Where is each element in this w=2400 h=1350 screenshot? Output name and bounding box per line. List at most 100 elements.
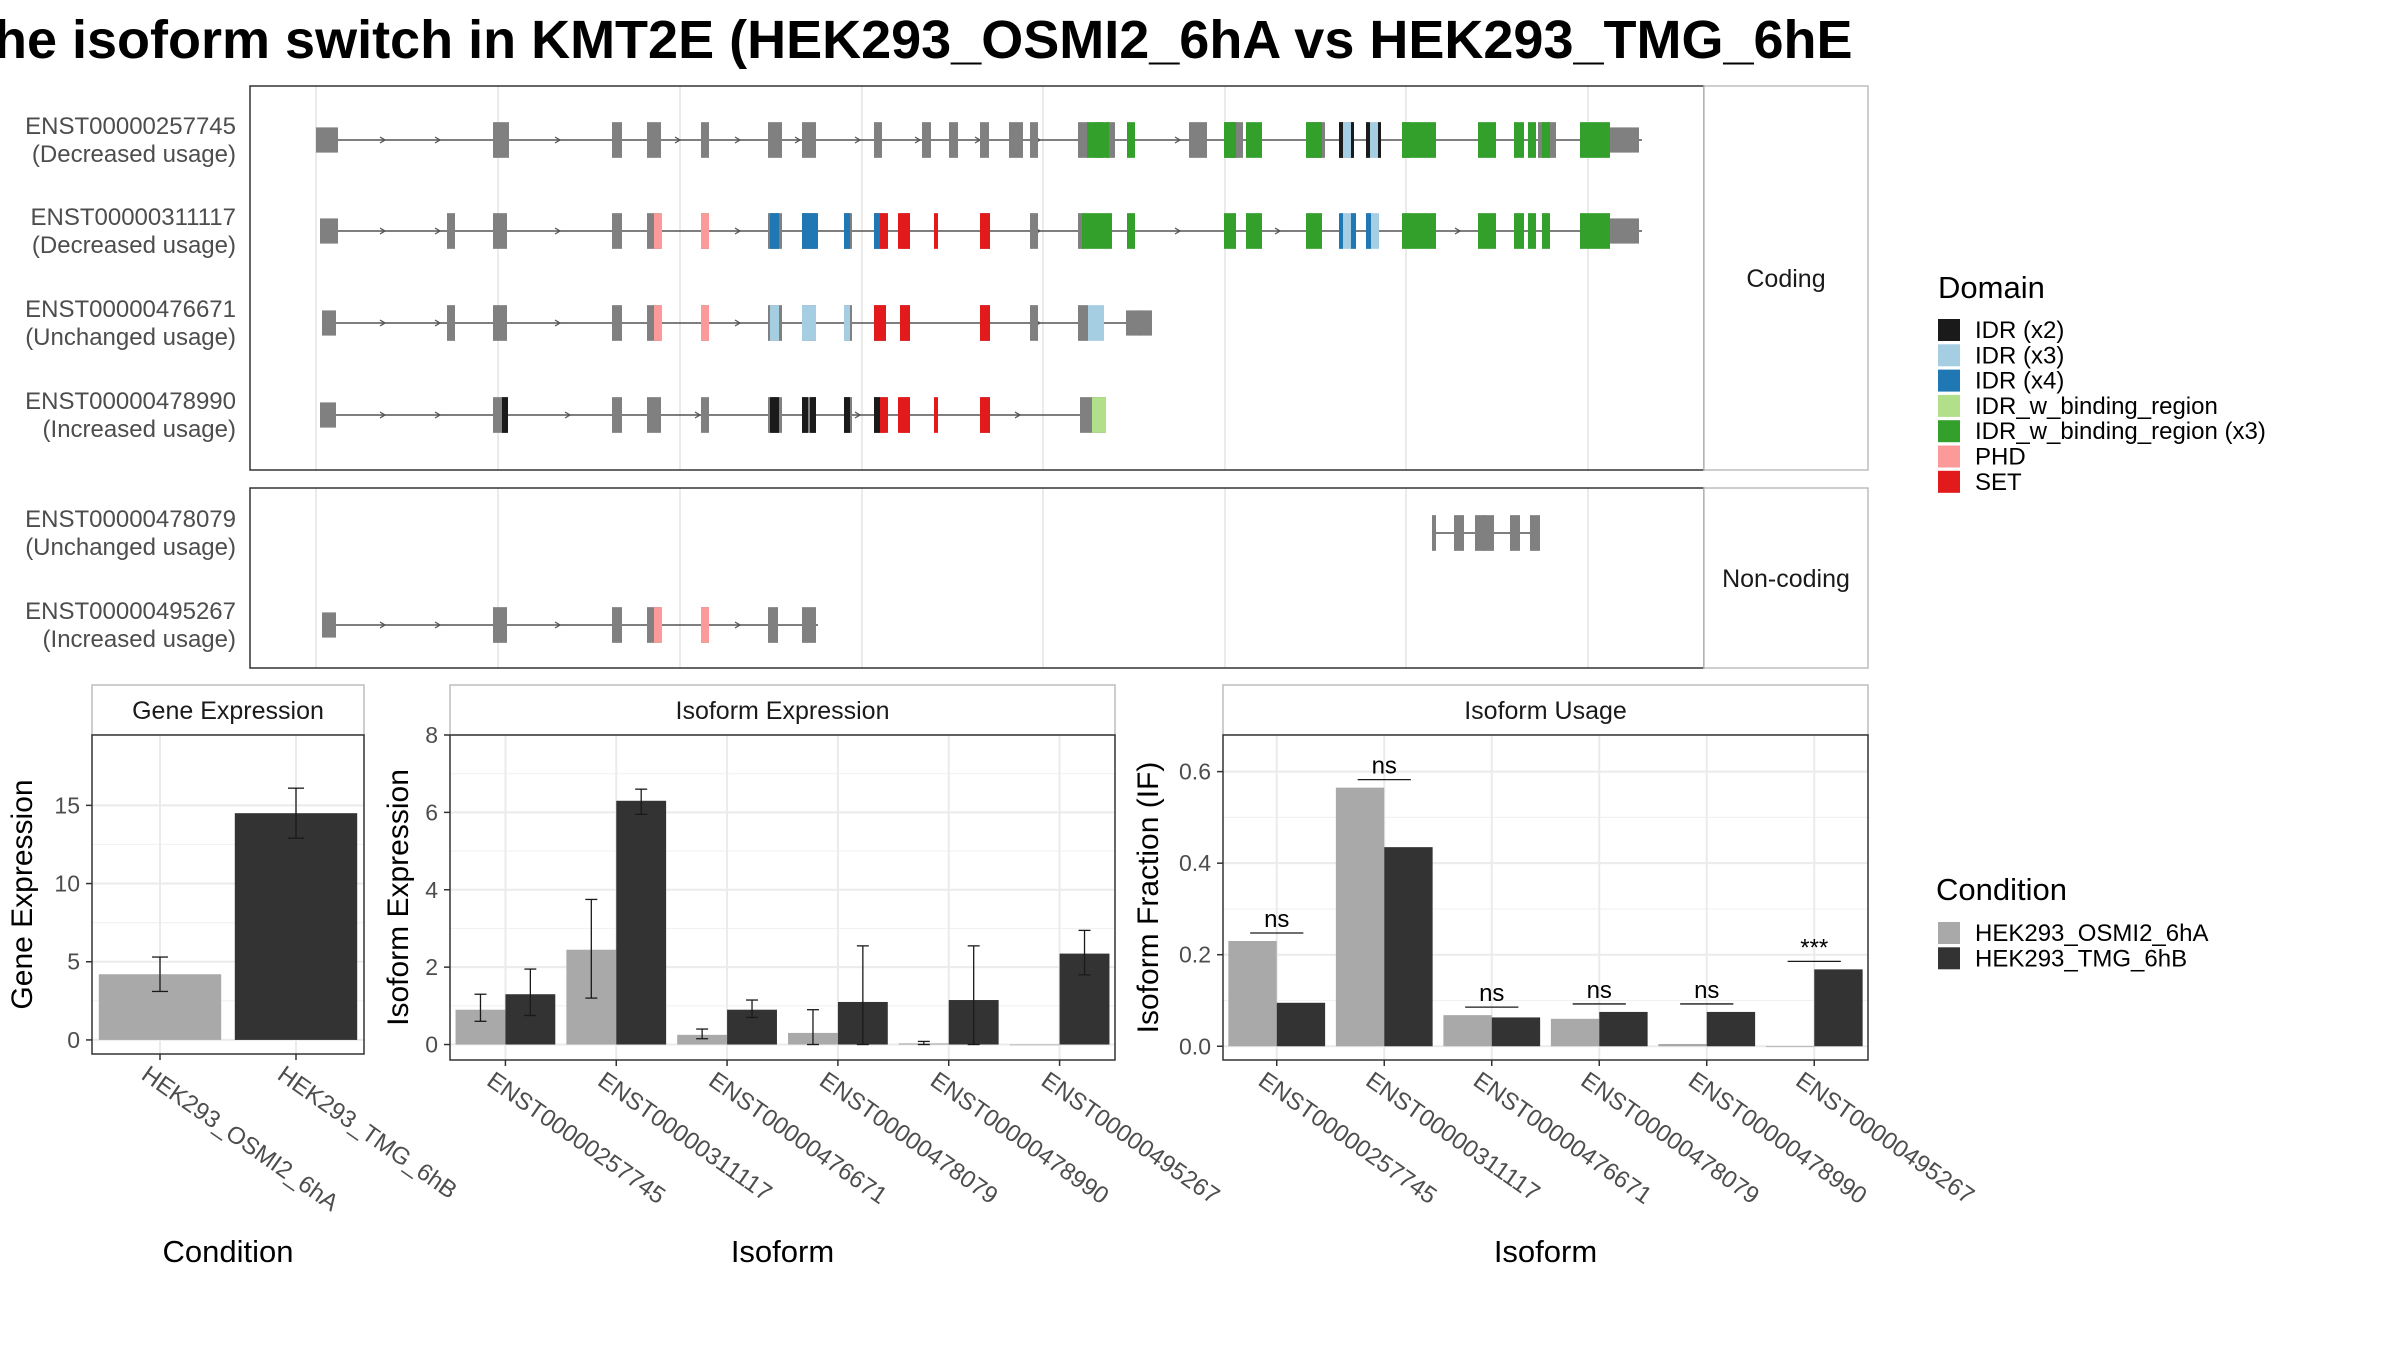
chart-panel-border	[91, 734, 365, 1055]
y-tick-label: 8	[425, 722, 438, 748]
domain-legend-key	[1938, 445, 1960, 468]
y-tick-label: 10	[54, 871, 80, 897]
condition-legend-label: HEK293_OSMI2_6hA	[1975, 920, 2208, 947]
domain-segment	[844, 213, 850, 249]
bar	[1550, 1018, 1600, 1047]
x-tick-label: ENST00000495267	[1036, 1067, 1224, 1210]
exon	[1454, 515, 1464, 551]
domain-segment	[1246, 122, 1262, 158]
strand-arrow	[854, 136, 862, 144]
transcript-id-label: ENST00000495267	[25, 598, 236, 625]
y-tick-label: 0.4	[1179, 850, 1211, 876]
domain-segment	[1580, 122, 1610, 158]
domain-legend-key	[1938, 470, 1960, 493]
domain-segment	[1408, 213, 1426, 249]
strand-arrow	[734, 621, 742, 629]
bar	[1276, 1002, 1326, 1047]
exon	[447, 213, 455, 249]
domain-segment	[980, 397, 990, 433]
domain-segment	[701, 607, 709, 643]
domain-segment	[1306, 122, 1322, 158]
exon	[1078, 305, 1088, 341]
condition-legend-key	[1938, 947, 1960, 970]
chart-title: Gene Expression	[132, 697, 324, 725]
x-tick-label: ENST00000478990	[1683, 1067, 1871, 1210]
exon	[447, 305, 455, 341]
y-tick-label: 0.0	[1179, 1033, 1211, 1059]
strand-arrow	[734, 319, 742, 327]
condition-legend-title: Condition	[1936, 872, 2067, 907]
transcript-usage-label: (Decreased usage)	[32, 141, 236, 168]
exon	[1080, 397, 1092, 433]
transcript-usage-label: (Unchanged usage)	[25, 324, 236, 351]
x-tick-label: ENST00000495267	[1791, 1067, 1979, 1210]
x-tick-label: ENST00000476671	[704, 1067, 892, 1210]
bar	[1599, 1011, 1648, 1047]
domain-legend-label: IDR_w_binding_region	[1975, 393, 2218, 420]
domain-legend-label: PHD	[1975, 444, 2026, 471]
facet-strip-label: Coding	[1746, 265, 1825, 293]
strand-arrow	[794, 136, 802, 144]
strand-arrow	[734, 136, 742, 144]
domain-segment	[980, 213, 990, 249]
transcript-usage-label: (Unchanged usage)	[25, 534, 236, 561]
significance-label: ns	[1264, 906, 1289, 933]
domain-segment	[1224, 122, 1236, 158]
exon	[316, 127, 338, 153]
strand-arrow	[734, 227, 742, 235]
strand-arrow	[1454, 227, 1462, 235]
domain-legend-key	[1938, 319, 1960, 341]
domain-segment	[934, 397, 938, 433]
exon	[320, 402, 336, 428]
domain-segment	[898, 213, 910, 249]
domain-segment	[701, 213, 709, 249]
exon	[1530, 515, 1540, 551]
domain-segment	[802, 213, 810, 249]
domain-segment	[1092, 397, 1106, 433]
strand-arrow	[914, 136, 922, 144]
domain-segment	[980, 305, 990, 341]
domain-segment	[874, 397, 880, 433]
exon	[320, 218, 338, 244]
domain-segment	[1306, 213, 1322, 249]
strand-arrow	[854, 411, 862, 419]
strand-arrow	[379, 319, 387, 327]
strand-arrow	[1174, 136, 1182, 144]
y-tick-label: 5	[67, 949, 80, 975]
exon	[612, 122, 622, 158]
exon	[1009, 122, 1023, 158]
exon	[1030, 122, 1038, 158]
transcript-structure-panel: CodingNon-codingENST00000257745(Decrease…	[25, 85, 1869, 669]
y-tick-label: 4	[425, 877, 438, 903]
exon	[1126, 310, 1142, 336]
transcript-model	[320, 213, 1642, 249]
domain-segment	[1402, 122, 1409, 158]
domain-legend-key	[1938, 394, 1960, 417]
domain-segment	[1366, 122, 1370, 158]
isoform-expression-chart: Isoform Expression 0 2 4 6 8 Isoform Expressio…	[382, 684, 1224, 1269]
strand-arrow	[554, 319, 562, 327]
exon	[1140, 310, 1152, 336]
exon	[802, 122, 816, 158]
bar	[1491, 1017, 1541, 1047]
domain-segment	[701, 305, 709, 341]
isoform-usage-chart: Isoform Usage ns ns ns ns ns *** 0.0 0.2 0.4 0.6 Is…	[1132, 684, 1979, 1269]
domain-legend-label: IDR_w_binding_region (x3)	[1975, 418, 2266, 445]
significance-label: ***	[1800, 934, 1828, 961]
strand-arrow	[564, 411, 572, 419]
domain-segment	[844, 397, 850, 433]
exon	[612, 607, 622, 643]
domain-legend-label: IDR (x4)	[1975, 368, 2064, 395]
transcript-model	[322, 607, 818, 643]
domain-segment	[654, 213, 662, 249]
bar	[1814, 969, 1863, 1047]
domain-segment	[802, 305, 816, 341]
significance-label: ns	[1694, 977, 1719, 1004]
domain-segment	[1351, 213, 1356, 249]
bar	[1658, 1043, 1707, 1047]
transcript-id-label: ENST00000257745	[25, 113, 236, 140]
exon	[493, 213, 507, 249]
domain-segment	[1088, 305, 1104, 341]
transcript-id-label: ENST00000311117	[31, 204, 237, 231]
